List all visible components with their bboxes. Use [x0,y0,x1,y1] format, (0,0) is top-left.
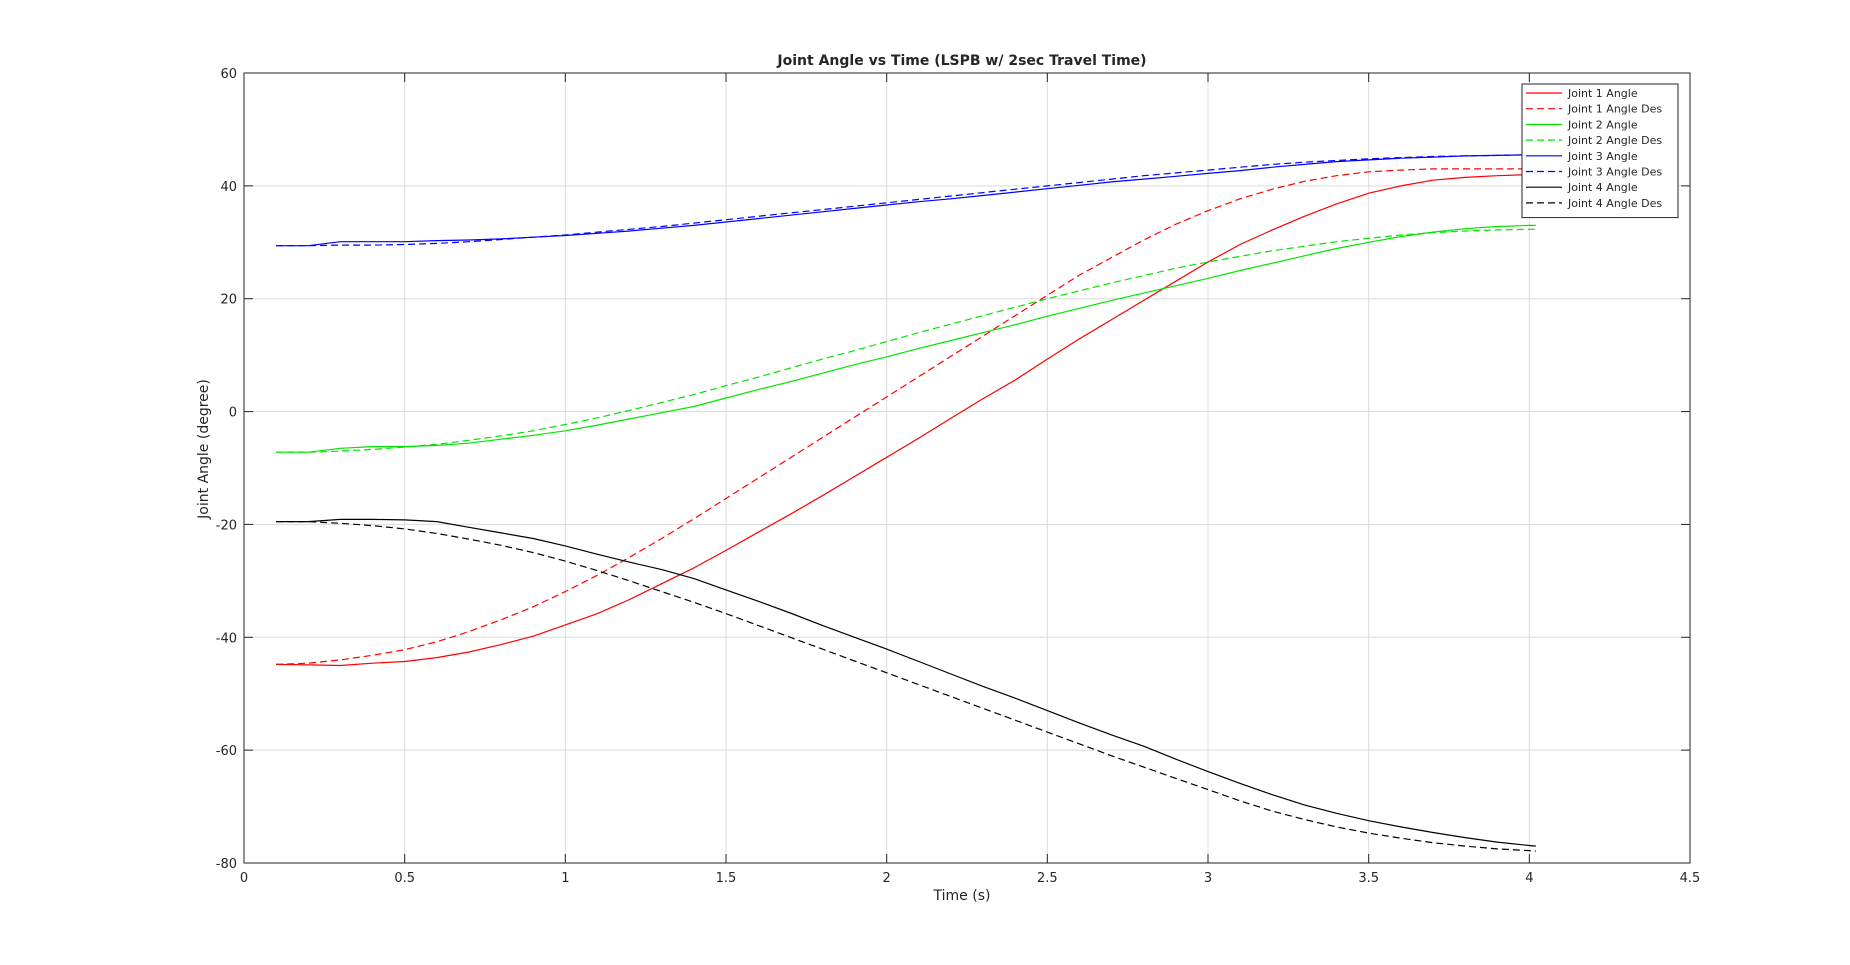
y-tick-label: 60 [220,67,237,82]
x-tick-label: 2 [883,871,891,886]
y-tick-label: -80 [216,857,237,872]
x-tick-label: 1 [561,871,569,886]
series-line-joint-1-angle [276,174,1536,667]
x-tick-label: 4.5 [1680,871,1701,886]
series-line-joint-2-angle [276,224,1536,453]
x-tick-label: 4 [1525,871,1533,886]
legend-label: Joint 1 Angle [1567,87,1638,100]
x-tick-label: 3.5 [1358,871,1379,886]
series-line-joint-2-angle-des [276,228,1536,453]
series-line-joint-4-angle-des [276,520,1536,852]
x-tick-label: 0.5 [394,871,415,886]
legend-label: Joint 4 Angle Des [1567,197,1662,210]
plot-frame [243,72,1691,864]
legend: Joint 1 Angle Joint 1 Angle Des Joint 2 An… [1521,83,1679,219]
legend-label: Joint 2 Angle Des [1567,134,1662,147]
y-tick-label: 0 [229,406,237,421]
legend-label: Joint 2 Angle [1567,118,1638,131]
x-tick-label: 3 [1204,871,1212,886]
legend-label: Joint 1 Angle Des [1567,103,1662,116]
x-axis-title: Time (s) [933,888,991,904]
x-tick-label: 2.5 [1037,871,1058,886]
y-tick-label: 40 [220,180,237,195]
x-tick-label: 0 [240,871,248,886]
x-tick-label: 1.5 [716,871,737,886]
legend-label: Joint 3 Angle Des [1567,166,1662,179]
chart-title: Joint Angle vs Time (LSPB w/ 2sec Travel… [776,53,1146,69]
legend-label: Joint 4 Angle [1567,181,1638,194]
y-tick-label: 20 [220,293,237,308]
series-lines [276,154,1536,852]
legend-box [1521,83,1679,219]
y-axis-title: Joint Angle (degree) [196,379,212,520]
y-tick-label: -40 [216,631,237,646]
series-line-joint-3-angle [276,154,1536,247]
y-tick-label: -20 [216,518,237,533]
legend-label: Joint 3 Angle [1567,150,1638,163]
series-line-joint-1-angle-des [276,168,1536,665]
series-line-joint-4-angle [276,518,1536,847]
axis-ticks: 0 0.5 1 1.5 2 2.5 3 3.5 4 4.5 -80 -60 -40 -20 0 20 40 60 [216,67,1701,886]
series-line-joint-3-angle-des [276,154,1536,247]
y-tick-label: -60 [216,744,237,759]
